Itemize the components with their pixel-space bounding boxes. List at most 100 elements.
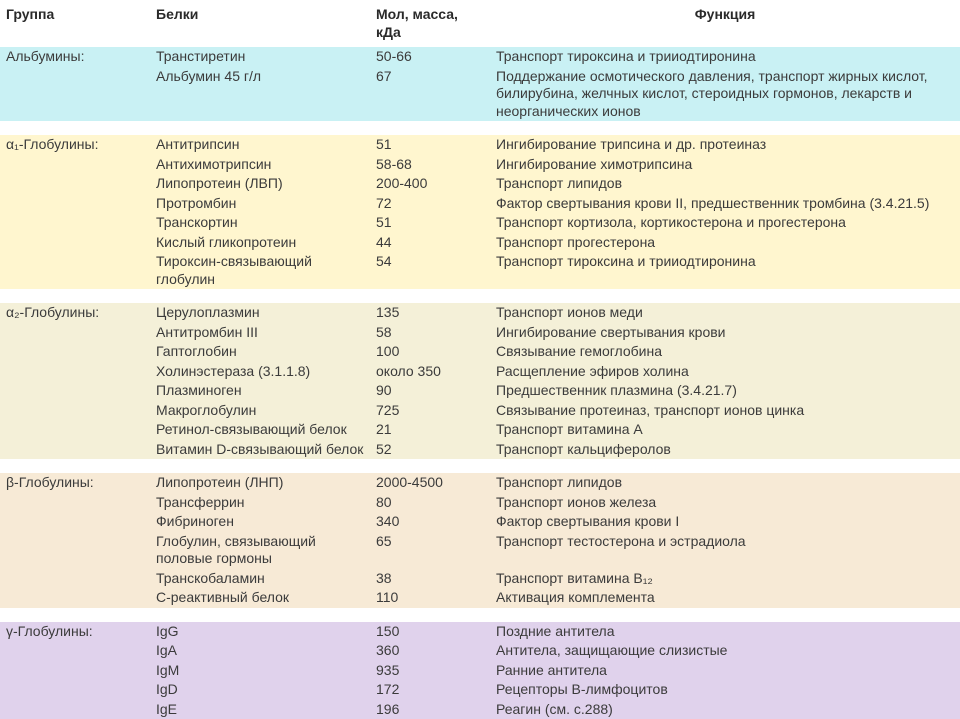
function-cell: Транспорт тестостерона и эстрадиола: [490, 532, 960, 569]
table-row: Тироксин-связывающий глобулин54Транспорт…: [0, 252, 960, 289]
group-cell: [0, 213, 150, 233]
table-row: С-реактивный белок110Активация комплемен…: [0, 588, 960, 608]
plasma-proteins-table: Группа Белки Мол, масса, кДа Функция Аль…: [0, 0, 960, 719]
protein-cell: Церулоплазмин: [150, 303, 370, 323]
function-cell: Фактор свертывания крови II, предшествен…: [490, 194, 960, 214]
mass-cell: 52: [370, 440, 490, 460]
table-row: Транскортин51Транспорт кортизола, кортик…: [0, 213, 960, 233]
function-cell: Транспорт тироксина и трииодтиронина: [490, 47, 960, 67]
mass-cell: 725: [370, 401, 490, 421]
protein-cell: Гаптоглобин: [150, 342, 370, 362]
mass-cell: 935: [370, 661, 490, 681]
protein-cell: Ретинол-связывающий белок: [150, 420, 370, 440]
table-row: Фибриноген340Фактор свертывания крови I: [0, 512, 960, 532]
function-cell: Рецепторы В-лимфоцитов: [490, 680, 960, 700]
function-cell: Фактор свертывания крови I: [490, 512, 960, 532]
table-row: Кислый гликопротеин44Транспорт прогестер…: [0, 233, 960, 253]
mass-cell: 44: [370, 233, 490, 253]
group-cell: [0, 493, 150, 513]
mass-cell: 51: [370, 213, 490, 233]
mass-cell: 58-68: [370, 155, 490, 175]
function-cell: Транспорт липидов: [490, 174, 960, 194]
mass-cell: 51: [370, 135, 490, 155]
table-row: Транскобаламин38Транспорт витамина В₁₂: [0, 569, 960, 589]
protein-cell: С-реактивный белок: [150, 588, 370, 608]
mass-cell: 340: [370, 512, 490, 532]
mass-cell: 90: [370, 381, 490, 401]
group-cell: Альбумины:: [0, 47, 150, 67]
mass-cell: 200-400: [370, 174, 490, 194]
function-cell: Связывание протеиназ, транспорт ионов ци…: [490, 401, 960, 421]
function-cell: Расщепление эфиров холина: [490, 362, 960, 382]
group-cell: [0, 532, 150, 569]
table-row: Трансферрин80Транспорт ионов железа: [0, 493, 960, 513]
group-cell: [0, 512, 150, 532]
table-row: Антитромбин III58Ингибирование свертыван…: [0, 323, 960, 343]
protein-cell: Антитромбин III: [150, 323, 370, 343]
protein-cell: Липопротеин (ЛВП): [150, 174, 370, 194]
group-cell: γ-Глобулины:: [0, 622, 150, 642]
mass-cell: 360: [370, 641, 490, 661]
group-cell: [0, 588, 150, 608]
table-row: Витамин D-связывающий белок52Транспорт к…: [0, 440, 960, 460]
function-cell: Транспорт ионов железа: [490, 493, 960, 513]
protein-cell: Транстиретин: [150, 47, 370, 67]
section-separator: [0, 608, 960, 622]
protein-cell: Альбумин 45 г/л: [150, 67, 370, 122]
group-cell: [0, 641, 150, 661]
function-cell: Поздние антитела: [490, 622, 960, 642]
mass-cell: 172: [370, 680, 490, 700]
protein-cell: IgD: [150, 680, 370, 700]
mass-cell: 38: [370, 569, 490, 589]
table-row: β-Глобулины:Липопротеин (ЛНП)2000-4500Тр…: [0, 473, 960, 493]
mass-cell: 100: [370, 342, 490, 362]
protein-cell: IgM: [150, 661, 370, 681]
function-cell: Ингибирование химотрипсина: [490, 155, 960, 175]
section-separator: [0, 459, 960, 473]
group-cell: [0, 381, 150, 401]
group-cell: [0, 661, 150, 681]
group-cell: α₂-Глобулины:: [0, 303, 150, 323]
table-row: Ретинол-связывающий белок21Транспорт вит…: [0, 420, 960, 440]
header-mass: Мол, масса, кДа: [370, 0, 490, 47]
function-cell: Транспорт витамина В₁₂: [490, 569, 960, 589]
table-row: Гаптоглобин100Связывание гемоглобина: [0, 342, 960, 362]
table-row: γ-Глобулины:IgG150Поздние антитела: [0, 622, 960, 642]
function-cell: Ингибирование свертывания крови: [490, 323, 960, 343]
table-row: Альбумин 45 г/л67Поддержание осмотическо…: [0, 67, 960, 122]
group-cell: [0, 342, 150, 362]
mass-cell: 21: [370, 420, 490, 440]
group-cell: [0, 233, 150, 253]
header-group: Группа: [0, 0, 150, 47]
function-cell: Транспорт витамина А: [490, 420, 960, 440]
group-cell: [0, 700, 150, 719]
mass-cell: 65: [370, 532, 490, 569]
function-cell: Транспорт кальциферолов: [490, 440, 960, 460]
table-row: Холинэстераза (3.1.1.8)около 350Расщепле…: [0, 362, 960, 382]
protein-cell: Фибриноген: [150, 512, 370, 532]
section-separator: [0, 289, 960, 303]
function-cell: Транспорт ионов меди: [490, 303, 960, 323]
protein-cell: IgG: [150, 622, 370, 642]
table-row: Протромбин72Фактор свертывания крови II,…: [0, 194, 960, 214]
group-cell: [0, 440, 150, 460]
function-cell: Поддержание осмотического давления, тран…: [490, 67, 960, 122]
function-cell: Транспорт кортизола, кортикостерона и пр…: [490, 213, 960, 233]
function-cell: Реагин (см. с.288): [490, 700, 960, 719]
function-cell: Связывание гемоглобина: [490, 342, 960, 362]
table-row: Липопротеин (ЛВП)200-400Транспорт липидо…: [0, 174, 960, 194]
protein-cell: Антихимотрипсин: [150, 155, 370, 175]
protein-cell: Антитрипсин: [150, 135, 370, 155]
protein-cell: Витамин D-связывающий белок: [150, 440, 370, 460]
protein-cell: Кислый гликопротеин: [150, 233, 370, 253]
function-cell: Ранние антитела: [490, 661, 960, 681]
table-row: Макроглобулин725Связывание протеиназ, тр…: [0, 401, 960, 421]
protein-cell: Транскортин: [150, 213, 370, 233]
mass-cell: 196: [370, 700, 490, 719]
table-row: α₂-Глобулины:Церулоплазмин135Транспорт и…: [0, 303, 960, 323]
table-row: Глобулин, связывающий половые гормоны65Т…: [0, 532, 960, 569]
mass-cell: 67: [370, 67, 490, 122]
function-cell: Транспорт прогестерона: [490, 233, 960, 253]
group-cell: [0, 174, 150, 194]
protein-cell: Глобулин, связывающий половые гормоны: [150, 532, 370, 569]
